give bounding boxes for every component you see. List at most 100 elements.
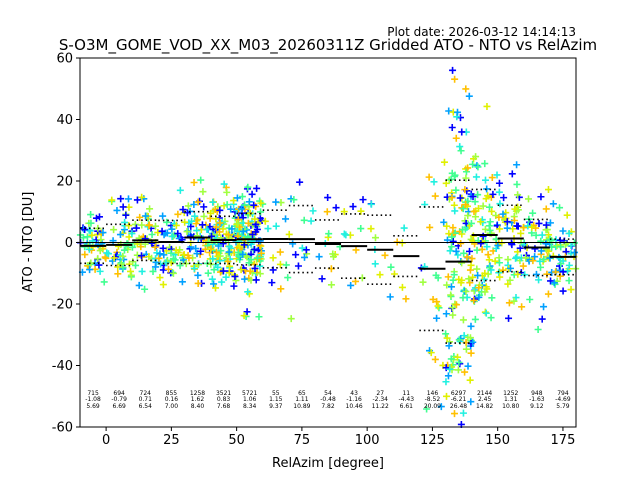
data-point	[244, 219, 252, 227]
data-point	[461, 368, 469, 376]
data-point	[457, 335, 465, 343]
data-point	[488, 207, 496, 215]
data-point	[486, 218, 494, 226]
data-point	[219, 225, 227, 233]
bin-stat-mean: -4.69	[555, 396, 571, 403]
data-point	[446, 365, 454, 373]
data-point	[537, 237, 545, 245]
data-point	[172, 246, 180, 254]
data-point	[168, 232, 176, 240]
data-point	[119, 203, 127, 211]
data-point	[534, 326, 542, 333]
data-point	[538, 315, 546, 323]
data-point	[449, 304, 457, 312]
data-point	[459, 316, 467, 324]
data-point	[513, 161, 521, 169]
data-point	[120, 246, 128, 254]
data-point	[473, 162, 481, 170]
data-point	[264, 225, 272, 233]
data-point	[462, 85, 470, 93]
data-point	[546, 219, 554, 227]
data-point	[442, 330, 450, 338]
data-point	[457, 279, 465, 287]
data-point	[208, 232, 216, 240]
data-point	[256, 262, 264, 270]
data-point	[469, 338, 477, 346]
data-point	[433, 314, 441, 322]
data-point	[496, 200, 504, 208]
data-point	[340, 208, 348, 216]
y-tick-label: -40	[52, 359, 73, 374]
data-point	[159, 212, 167, 220]
data-point	[253, 184, 261, 192]
data-point	[471, 198, 479, 206]
bin-stat-count: 55	[272, 390, 280, 397]
data-point	[376, 271, 384, 279]
data-point	[469, 232, 477, 240]
data-point	[482, 309, 490, 317]
data-point	[132, 261, 140, 269]
data-point	[518, 303, 526, 311]
data-point	[519, 262, 527, 270]
data-point	[276, 248, 284, 256]
data-point	[386, 293, 394, 301]
data-point	[467, 398, 475, 406]
data-point	[212, 248, 220, 256]
data-point	[243, 253, 251, 261]
data-point	[524, 222, 532, 230]
data-point	[514, 248, 522, 256]
data-point	[542, 221, 550, 229]
y-axis-label: ATO - NTO [DU]	[21, 192, 36, 293]
data-point	[446, 247, 454, 255]
data-point	[487, 314, 495, 322]
data-point	[456, 360, 464, 368]
data-point	[251, 264, 259, 272]
data-point	[227, 205, 235, 213]
data-point	[495, 179, 503, 187]
data-point	[431, 192, 439, 200]
bin-stat-mean: -1.16	[346, 396, 362, 403]
y-tick-label: -60	[52, 421, 73, 436]
data-point	[169, 269, 177, 277]
data-point	[465, 275, 473, 283]
data-point	[272, 198, 280, 206]
data-point	[117, 195, 125, 203]
data-point	[466, 247, 474, 255]
data-point	[550, 279, 558, 287]
data-point	[176, 262, 184, 270]
data-point	[540, 255, 548, 263]
data-point	[163, 257, 171, 265]
data-point	[225, 248, 233, 256]
data-point	[209, 255, 217, 263]
bin-stat-count: 1252	[503, 390, 518, 397]
data-point	[521, 271, 529, 279]
bin-stat-std: 26.48	[450, 403, 467, 410]
data-point	[184, 202, 192, 210]
data-point	[159, 244, 167, 252]
data-point	[423, 405, 431, 413]
data-point	[462, 168, 470, 176]
data-point	[97, 236, 105, 244]
data-point	[537, 263, 545, 271]
data-point	[193, 250, 201, 258]
data-point	[125, 222, 133, 230]
data-point	[174, 210, 182, 218]
data-point	[456, 143, 464, 151]
data-point	[315, 253, 323, 261]
data-point	[471, 315, 479, 323]
data-point	[292, 251, 300, 259]
data-point	[138, 267, 146, 275]
data-point	[546, 254, 554, 262]
x-tick-label: 0	[102, 433, 110, 448]
data-point	[565, 261, 573, 269]
data-point	[113, 206, 121, 214]
data-point	[253, 254, 261, 262]
bin-stat-mean: -0.48	[320, 396, 336, 403]
bin-stat-count: 694	[113, 390, 125, 397]
data-point	[244, 288, 252, 296]
data-point	[475, 284, 483, 292]
data-point	[398, 283, 406, 291]
data-point	[387, 263, 395, 271]
data-point	[447, 291, 455, 299]
